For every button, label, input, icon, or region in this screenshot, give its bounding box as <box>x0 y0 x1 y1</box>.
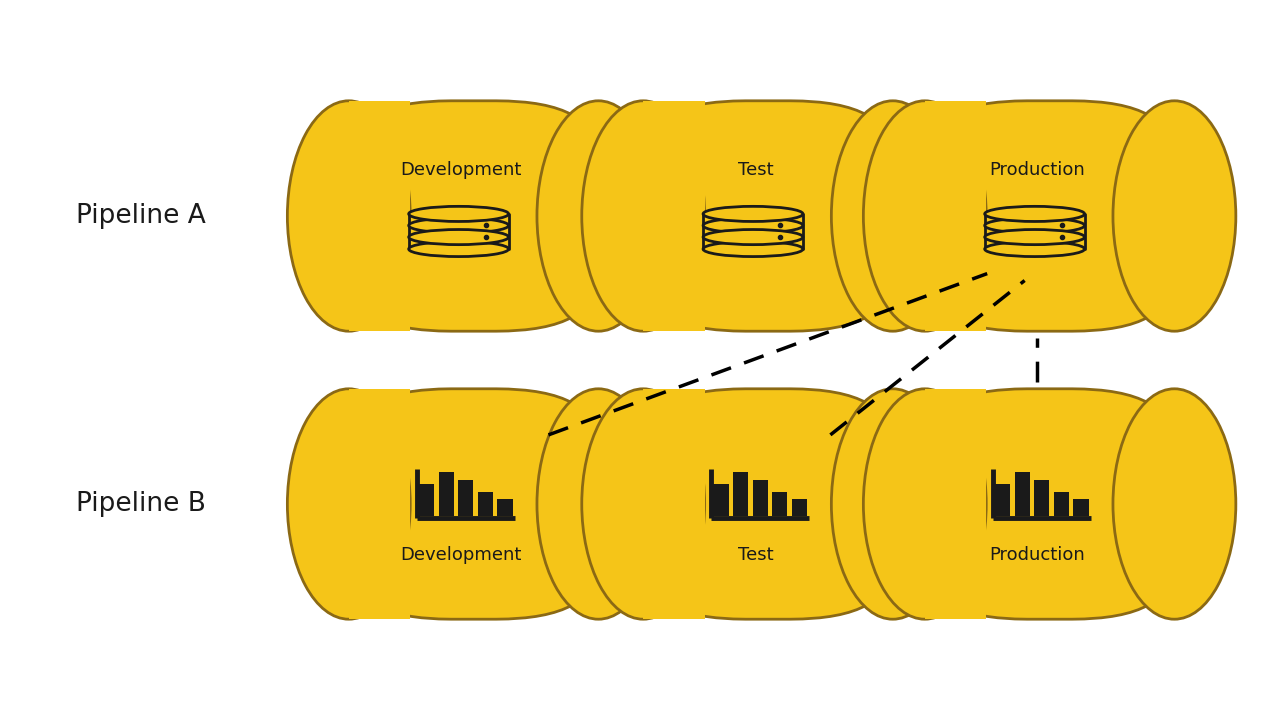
FancyBboxPatch shape <box>924 101 1175 331</box>
Text: Test: Test <box>737 161 773 179</box>
FancyBboxPatch shape <box>924 389 1175 619</box>
Text: Test: Test <box>737 546 773 564</box>
Ellipse shape <box>703 241 803 256</box>
Bar <box>408 214 508 249</box>
Bar <box>995 484 1010 516</box>
Bar <box>1053 492 1069 516</box>
Bar <box>792 499 806 516</box>
Bar <box>348 389 410 619</box>
Bar <box>439 472 454 516</box>
Text: Production: Production <box>989 161 1085 179</box>
Text: Development: Development <box>401 161 522 179</box>
Bar <box>703 214 803 249</box>
Bar <box>498 499 512 516</box>
Ellipse shape <box>408 241 508 256</box>
Text: Pipeline A: Pipeline A <box>76 203 206 229</box>
Bar <box>984 214 1084 249</box>
Ellipse shape <box>1114 389 1236 619</box>
Ellipse shape <box>538 101 660 331</box>
Bar <box>753 480 768 516</box>
FancyBboxPatch shape <box>348 101 599 331</box>
Bar <box>772 492 787 516</box>
Bar <box>1074 499 1088 516</box>
Ellipse shape <box>863 389 987 619</box>
Bar <box>924 101 987 331</box>
Ellipse shape <box>581 101 704 331</box>
Ellipse shape <box>703 207 803 222</box>
Bar <box>477 492 493 516</box>
Bar <box>713 484 728 516</box>
Bar <box>458 480 474 516</box>
Text: Pipeline B: Pipeline B <box>76 491 206 517</box>
Ellipse shape <box>581 389 704 619</box>
Ellipse shape <box>984 230 1084 245</box>
Ellipse shape <box>408 230 508 245</box>
Text: Production: Production <box>989 546 1085 564</box>
Bar <box>419 484 434 516</box>
Bar <box>1015 472 1030 516</box>
Ellipse shape <box>408 207 508 222</box>
Ellipse shape <box>831 101 955 331</box>
Ellipse shape <box>984 207 1084 222</box>
Ellipse shape <box>287 389 410 619</box>
Ellipse shape <box>831 389 955 619</box>
Ellipse shape <box>703 230 803 245</box>
Ellipse shape <box>984 218 1084 233</box>
Bar <box>643 389 704 619</box>
FancyBboxPatch shape <box>643 101 893 331</box>
FancyBboxPatch shape <box>348 389 599 619</box>
Ellipse shape <box>287 101 410 331</box>
Ellipse shape <box>408 218 508 233</box>
Ellipse shape <box>984 241 1084 256</box>
Bar <box>924 389 987 619</box>
Text: Development: Development <box>401 546 522 564</box>
Bar <box>1034 480 1050 516</box>
Bar <box>348 101 410 331</box>
Bar <box>643 101 704 331</box>
Bar <box>733 472 749 516</box>
Ellipse shape <box>1114 101 1236 331</box>
Ellipse shape <box>703 218 803 233</box>
FancyBboxPatch shape <box>643 389 893 619</box>
Ellipse shape <box>863 101 987 331</box>
Ellipse shape <box>538 389 660 619</box>
